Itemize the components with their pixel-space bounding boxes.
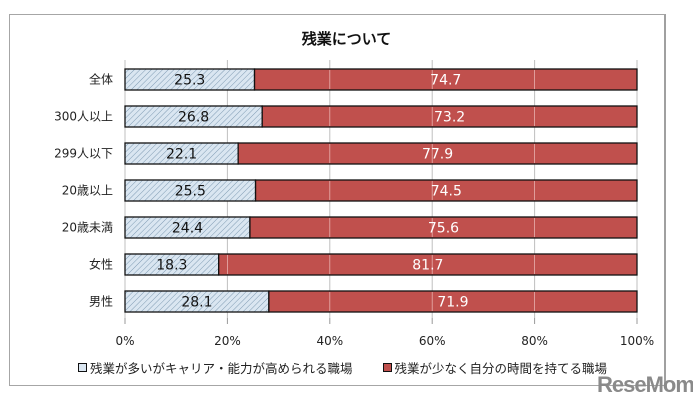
legend-label-free-time: 残業が少なく自分の時間を持てる職場 xyxy=(394,361,608,376)
resemom-logo: ReseMom xyxy=(597,372,693,397)
x-tick-label: 80% xyxy=(521,334,548,348)
category-label: 男性 xyxy=(89,295,113,309)
category-label: 299人以下 xyxy=(54,147,113,161)
bar-free-time xyxy=(218,253,638,276)
data-label: 71.9 xyxy=(437,295,468,311)
data-label: 26.8 xyxy=(178,110,209,126)
category-label: 全体 xyxy=(89,72,113,87)
data-label: 74.7 xyxy=(430,73,461,89)
data-label: 28.1 xyxy=(181,295,212,311)
x-tick-label: 0% xyxy=(115,334,134,348)
category-label: 300人以上 xyxy=(54,110,113,124)
x-tick-label: 40% xyxy=(316,334,343,348)
data-label: 73.2 xyxy=(434,110,465,126)
data-label: 25.3 xyxy=(174,73,205,89)
legend-swatch-career xyxy=(78,363,87,372)
bar-free-time xyxy=(268,290,638,313)
legend-item-free-time: 残業が少なく自分の時間を持てる職場 xyxy=(382,358,608,377)
data-label: 22.1 xyxy=(166,147,197,163)
legend: 残業が多いがキャリア・能力が高められる職場 残業が少なく自分の時間を持てる職場 xyxy=(78,358,607,377)
legend-item-career: 残業が多いがキャリア・能力が高められる職場 xyxy=(78,358,353,377)
category-label: 女性 xyxy=(89,257,113,272)
bar-free-time xyxy=(237,142,638,165)
x-tick-label: 60% xyxy=(419,334,446,348)
chart-title: 残業について xyxy=(301,30,392,48)
x-tick-label: 20% xyxy=(214,334,241,348)
data-label: 77.9 xyxy=(422,147,453,163)
data-label: 18.3 xyxy=(156,258,187,274)
bar-free-time xyxy=(261,105,638,128)
x-tick-label: 100% xyxy=(620,334,654,348)
category-label: 20歳未満 xyxy=(62,221,113,235)
data-label: 25.5 xyxy=(175,184,206,200)
bar-free-time xyxy=(249,216,638,239)
category-label: 20歳以上 xyxy=(62,184,113,198)
legend-label-career: 残業が多いがキャリア・能力が高められる職場 xyxy=(90,361,353,376)
bar-free-time xyxy=(253,68,638,91)
data-label: 24.4 xyxy=(172,221,203,237)
legend-swatch-free-time xyxy=(382,363,392,372)
data-label: 81.7 xyxy=(412,258,443,274)
bar-free-time xyxy=(254,179,638,202)
data-label: 75.6 xyxy=(428,221,459,237)
data-label: 74.5 xyxy=(431,184,462,200)
